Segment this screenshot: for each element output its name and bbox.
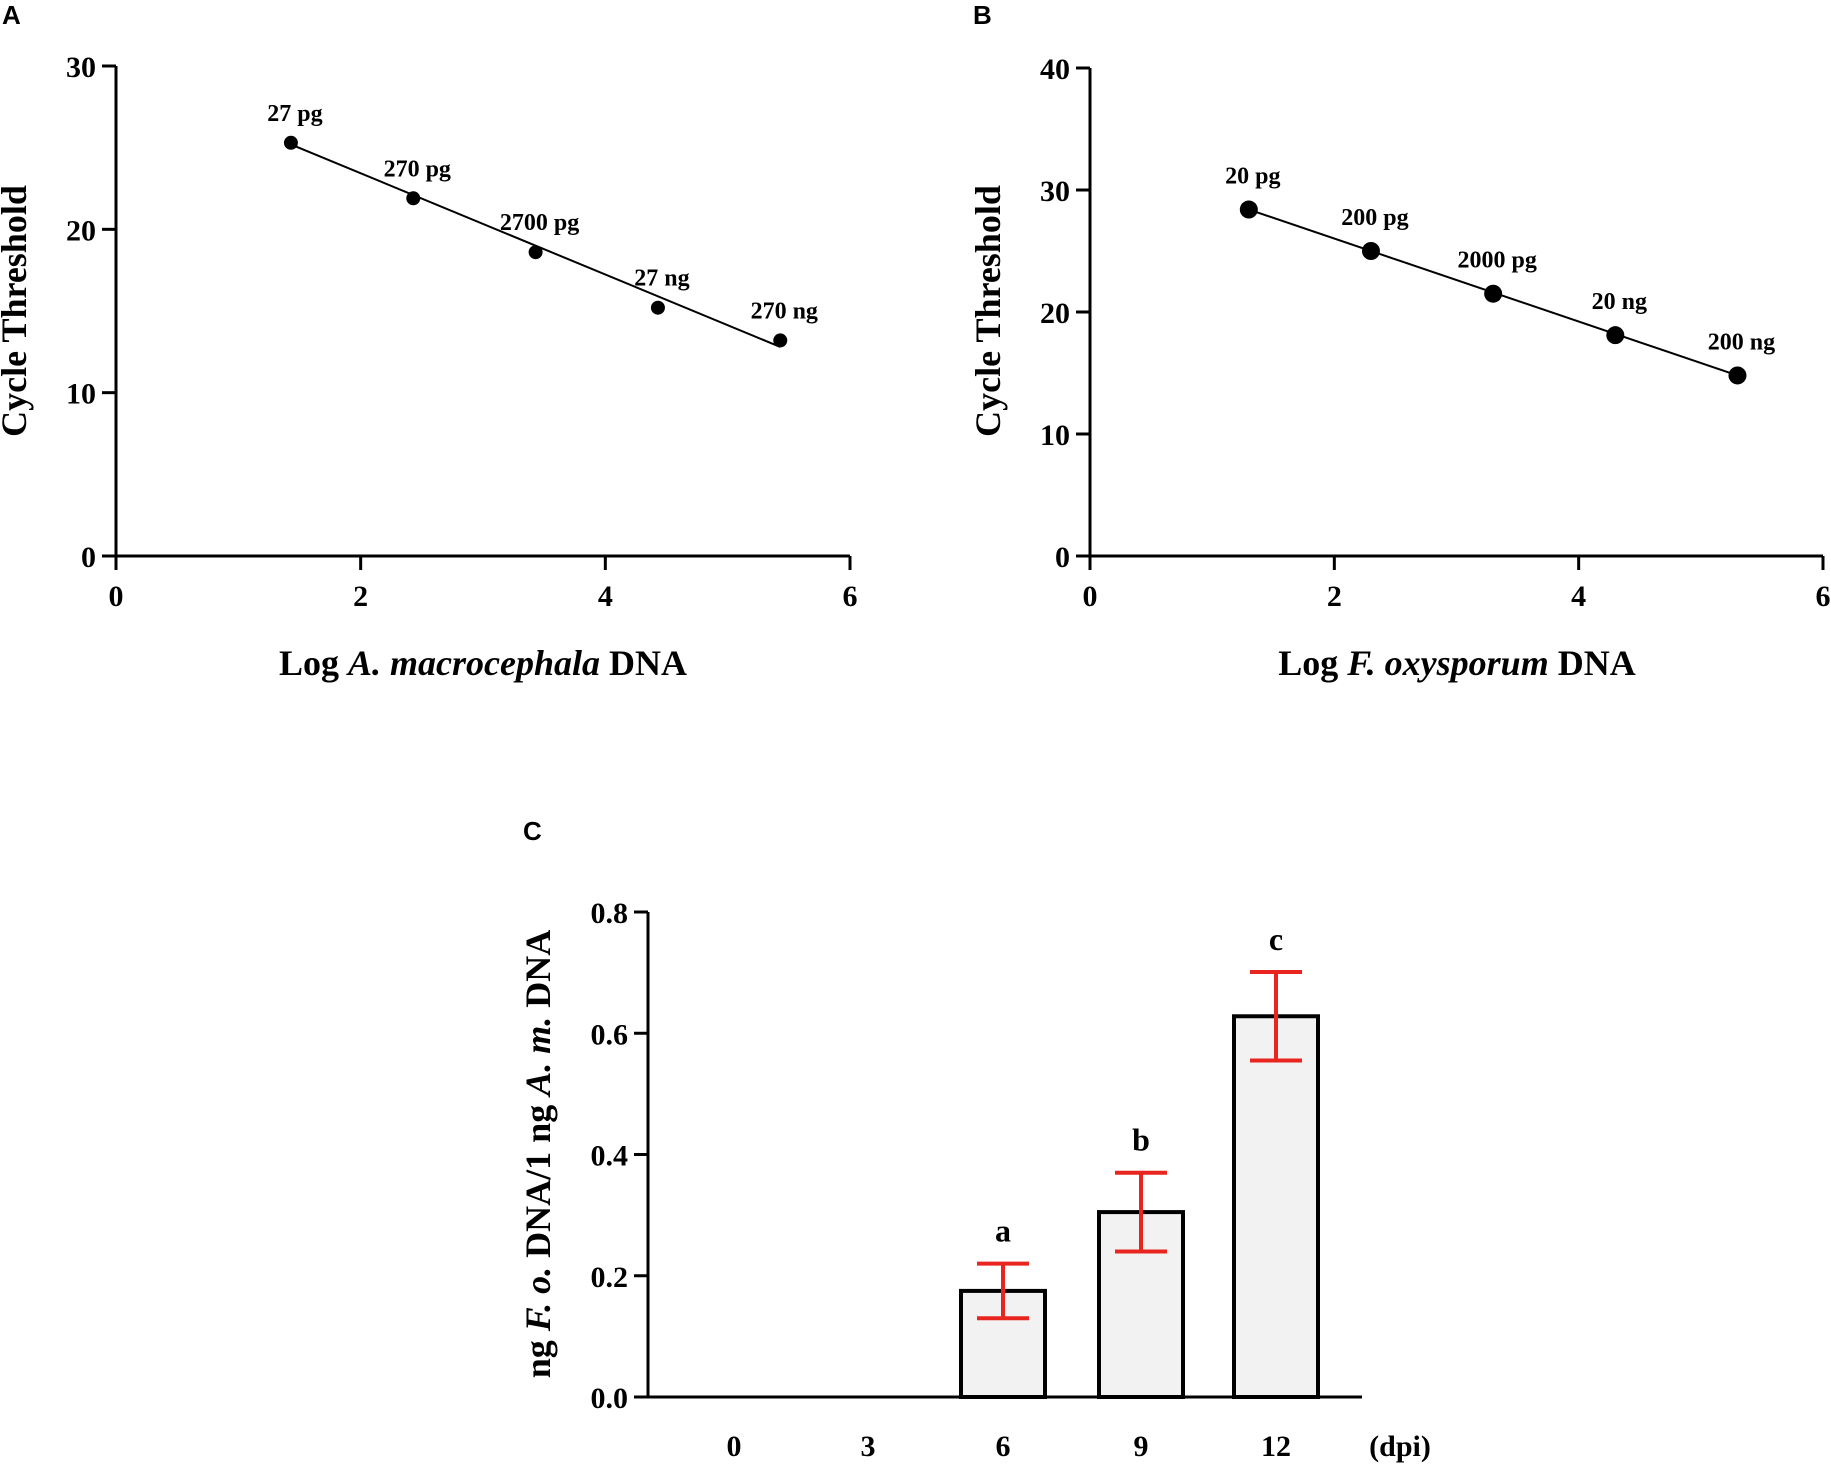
data-point (1484, 284, 1503, 303)
x-tick-label: 0 (1083, 580, 1098, 613)
x-tick-label: 4 (1571, 580, 1586, 613)
points-b: 20 pg 200 pg 2000 pg 20 ng 200 ng (1225, 164, 1775, 385)
x-tick-label: 6 (996, 1430, 1011, 1463)
point-label: 200 ng (1708, 329, 1775, 355)
y-tick-label: 0.8 (591, 897, 629, 930)
point-label: 2000 pg (1457, 248, 1536, 274)
x-tick-label: 9 (1134, 1430, 1149, 1463)
y-tick-label: 0 (81, 541, 96, 574)
error-bar (1250, 970, 1302, 1063)
y-axis-title-c: ng F. o. DNA/1 ng A. m. DNA (518, 930, 558, 1378)
data-point (1606, 326, 1625, 345)
y-ticks-a: 0 10 20 30 (66, 51, 116, 574)
bar (1232, 1014, 1320, 1400)
x-tick-label: 4 (598, 580, 613, 613)
bar (1097, 1210, 1185, 1399)
x-tick-label: 0 (109, 580, 124, 613)
significance-label: a (995, 1213, 1011, 1249)
point-label: 20 pg (1225, 164, 1280, 190)
x-ticks-b: 0 2 4 6 (1083, 556, 1831, 613)
y-tick-label: 30 (1040, 175, 1070, 208)
x-tick-label: 3 (861, 1430, 876, 1463)
y-tick-label: 40 (1040, 53, 1070, 86)
y-tick-label: 20 (66, 214, 96, 247)
data-point (283, 135, 298, 150)
y-tick-label: 0.2 (591, 1261, 629, 1294)
error-bar (1115, 1170, 1167, 1254)
panel-letter-c: C (523, 816, 542, 846)
x-tick-label: 2 (1327, 580, 1342, 613)
y-tick-label: 0.6 (591, 1018, 629, 1051)
data-point (1361, 242, 1380, 260)
panel-a: A 0 10 20 30 0 2 4 6 Cycle Threshold Log A. ma… (0, 0, 858, 683)
point-label: 2700 pg (500, 210, 579, 236)
x-tick-label: 0 (727, 1430, 742, 1463)
y-tick-label: 30 (66, 51, 96, 84)
y-tick-label: 10 (1040, 419, 1070, 452)
point-label: 27 pg (267, 101, 322, 127)
y-ticks-c: 0.0 0.2 0.4 0.6 0.8 (591, 897, 648, 1415)
panel-b: B 0 10 20 30 40 0 2 4 6 Cycle Threshold Log F. … (968, 0, 1831, 683)
data-point (650, 300, 665, 315)
point-label: 200 pg (1341, 205, 1408, 231)
y-axis-title-a: Cycle Threshold (0, 185, 34, 437)
significance-label: b (1132, 1122, 1150, 1158)
panel-letter-a: A (2, 0, 21, 30)
y-tick-label: 20 (1040, 297, 1070, 330)
y-tick-label: 0.4 (591, 1140, 629, 1173)
point-label: 270 ng (751, 298, 818, 324)
y-ticks-b: 0 10 20 30 40 (1040, 53, 1090, 574)
x-unit-label-c: (dpi) (1369, 1430, 1431, 1463)
x-axis-title-a: Log A. macrocephala DNA (279, 643, 687, 683)
panel-c: C 0.0 0.2 0.4 0.6 0.8 0 3 6 9 12 a b c ng F. o. DN… (518, 816, 1431, 1463)
data-point (1728, 366, 1747, 385)
x-ticks-a: 0 2 4 6 (109, 556, 858, 613)
y-tick-label: 10 (66, 378, 96, 411)
point-label: 270 pg (384, 156, 451, 182)
points-a: 27 pg 270 pg 2700 pg 27 ng 270 ng (267, 101, 818, 348)
point-label: 27 ng (634, 266, 689, 292)
bars-c: a b c (959, 921, 1320, 1400)
panel-letter-b: B (973, 0, 992, 30)
x-ticks-c: 0 3 6 9 12 (727, 1430, 1292, 1463)
data-point (1239, 200, 1258, 219)
point-label: 20 ng (1592, 289, 1647, 315)
y-axis-title-b: Cycle Threshold (968, 185, 1008, 437)
data-point (406, 191, 421, 206)
significance-label: c (1269, 921, 1283, 957)
x-tick-label: 2 (353, 580, 368, 613)
x-tick-label: 6 (843, 580, 858, 613)
x-axis-title-b: Log F. oxysporum DNA (1278, 643, 1635, 683)
data-point (528, 245, 543, 260)
error-bar (977, 1261, 1029, 1321)
x-tick-label: 12 (1261, 1430, 1291, 1463)
y-tick-label: 0 (1055, 541, 1070, 574)
y-tick-label: 0.0 (591, 1382, 629, 1415)
data-point (773, 333, 788, 348)
x-tick-label: 6 (1816, 580, 1831, 613)
